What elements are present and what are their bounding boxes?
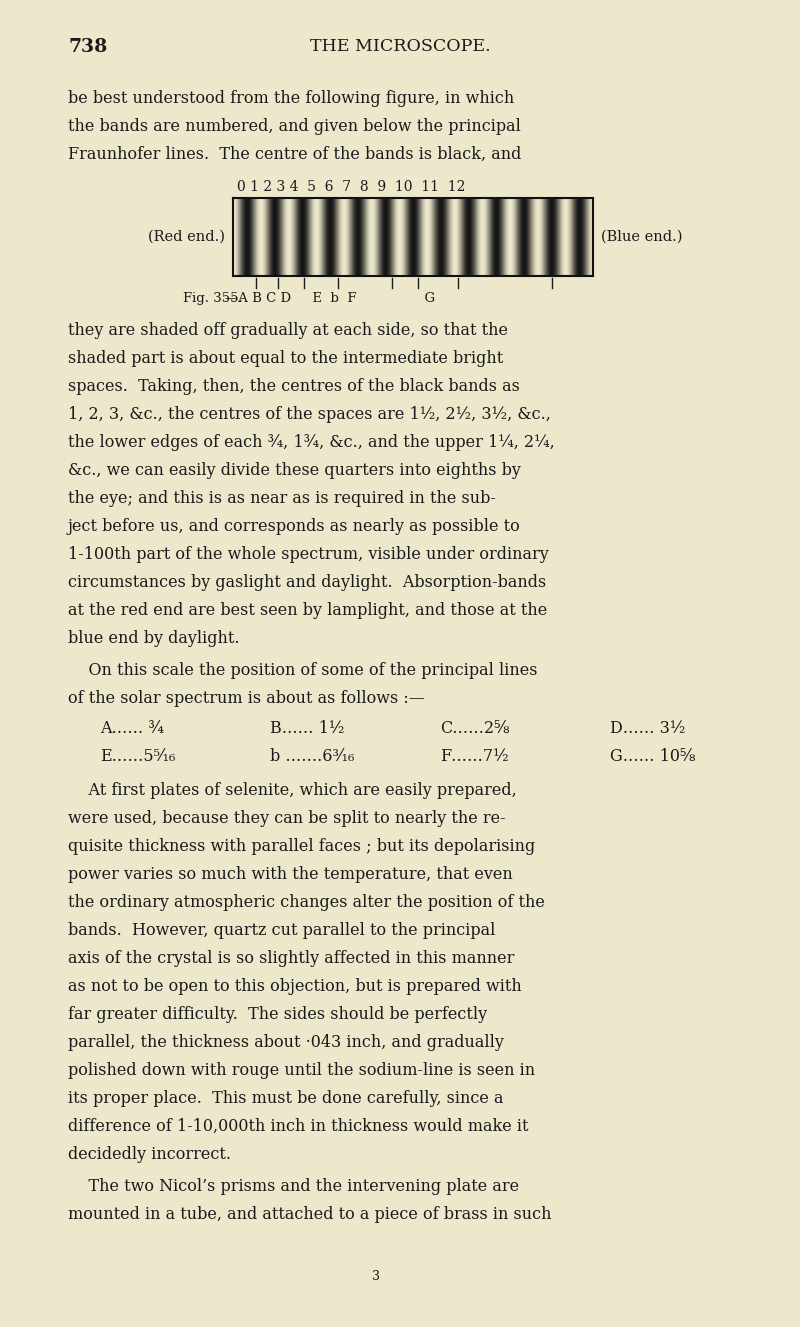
- Text: b …….6³⁄₁₆: b …….6³⁄₁₆: [270, 748, 354, 764]
- Text: (Blue end.): (Blue end.): [601, 230, 682, 244]
- Text: circumstances by gaslight and daylight.  Absorption-bands: circumstances by gaslight and daylight. …: [68, 575, 546, 591]
- Text: E……5⁵⁄₁₆: E……5⁵⁄₁₆: [100, 748, 175, 764]
- Text: its proper place.  This must be done carefully, since a: its proper place. This must be done care…: [68, 1089, 503, 1107]
- Text: mounted in a tube, and attached to a piece of brass in such: mounted in a tube, and attached to a pie…: [68, 1206, 551, 1223]
- Text: parallel, the thickness about ·043 inch, and gradually: parallel, the thickness about ·043 inch,…: [68, 1034, 504, 1051]
- Text: the eye; and this is as near as is required in the sub-: the eye; and this is as near as is requi…: [68, 490, 496, 507]
- Text: as not to be open to this objection, but is prepared with: as not to be open to this objection, but…: [68, 978, 522, 995]
- Text: G…… 10⅝: G…… 10⅝: [610, 748, 695, 764]
- Text: decidedly incorrect.: decidedly incorrect.: [68, 1147, 231, 1162]
- Text: blue end by daylight.: blue end by daylight.: [68, 630, 239, 648]
- Text: the bands are numbered, and given below the principal: the bands are numbered, and given below …: [68, 118, 521, 135]
- Text: bands.  However, quartz cut parallel to the principal: bands. However, quartz cut parallel to t…: [68, 922, 495, 940]
- Text: were used, because they can be split to nearly the re-: were used, because they can be split to …: [68, 809, 506, 827]
- Text: Fig. 355.: Fig. 355.: [183, 292, 242, 305]
- Text: At first plates of selenite, which are easily prepared,: At first plates of selenite, which are e…: [68, 782, 517, 799]
- Text: 0 1 2 3 4  5  6  7  8  9  10  11  12: 0 1 2 3 4 5 6 7 8 9 10 11 12: [237, 180, 466, 194]
- Text: ject before us, and corresponds as nearly as possible to: ject before us, and corresponds as nearl…: [68, 518, 521, 535]
- Text: THE MICROSCOPE.: THE MICROSCOPE.: [310, 38, 490, 54]
- Text: A…… ¾: A…… ¾: [100, 721, 164, 736]
- Text: —A B C D     E  b  F                G: —A B C D E b F G: [225, 292, 435, 305]
- Text: On this scale the position of some of the principal lines: On this scale the position of some of th…: [68, 662, 538, 679]
- Text: The two Nicol’s prisms and the intervening plate are: The two Nicol’s prisms and the interveni…: [68, 1178, 519, 1196]
- Text: shaded part is about equal to the intermediate bright: shaded part is about equal to the interm…: [68, 350, 503, 368]
- Text: (Red end.): (Red end.): [148, 230, 225, 244]
- Text: spaces.  Taking, then, the centres of the black bands as: spaces. Taking, then, the centres of the…: [68, 378, 520, 395]
- Text: 3: 3: [372, 1270, 380, 1283]
- Text: of the solar spectrum is about as follows :—: of the solar spectrum is about as follow…: [68, 690, 425, 707]
- Text: F……7½: F……7½: [440, 748, 509, 764]
- Text: 738: 738: [68, 38, 107, 56]
- Text: 1-100th part of the whole spectrum, visible under ordinary: 1-100th part of the whole spectrum, visi…: [68, 545, 549, 563]
- Text: be best understood from the following figure, in which: be best understood from the following fi…: [68, 90, 514, 107]
- Text: C……2⅝: C……2⅝: [440, 721, 510, 736]
- Text: &c., we can easily divide these quarters into eighths by: &c., we can easily divide these quarters…: [68, 462, 521, 479]
- Text: at the red end are best seen by lamplight, and those at the: at the red end are best seen by lampligh…: [68, 602, 547, 618]
- Text: B…… 1½: B…… 1½: [270, 721, 344, 736]
- Text: axis of the crystal is so slightly affected in this manner: axis of the crystal is so slightly affec…: [68, 950, 514, 967]
- Text: quisite thickness with parallel faces ; but its depolarising: quisite thickness with parallel faces ; …: [68, 837, 535, 855]
- Text: difference of 1-10,000th inch in thickness would make it: difference of 1-10,000th inch in thickne…: [68, 1119, 529, 1135]
- Text: the ordinary atmospheric changes alter the position of the: the ordinary atmospheric changes alter t…: [68, 894, 545, 912]
- Text: D…… 3½: D…… 3½: [610, 721, 686, 736]
- Text: the lower edges of each ¾, 1¾, &c., and the upper 1¼, 2¼,: the lower edges of each ¾, 1¾, &c., and …: [68, 434, 554, 451]
- Text: polished down with rouge until the sodium-line is seen in: polished down with rouge until the sodiu…: [68, 1062, 535, 1079]
- Text: 1, 2, 3, &c., the centres of the spaces are 1½, 2½, 3½, &c.,: 1, 2, 3, &c., the centres of the spaces …: [68, 406, 551, 423]
- Text: power varies so much with the temperature, that even: power varies so much with the temperatur…: [68, 867, 513, 882]
- Text: Fraunhofer lines.  The centre of the bands is black, and: Fraunhofer lines. The centre of the band…: [68, 146, 522, 163]
- Text: far greater difficulty.  The sides should be perfectly: far greater difficulty. The sides should…: [68, 1006, 487, 1023]
- Text: they are shaded off gradually at each side, so that the: they are shaded off gradually at each si…: [68, 322, 508, 338]
